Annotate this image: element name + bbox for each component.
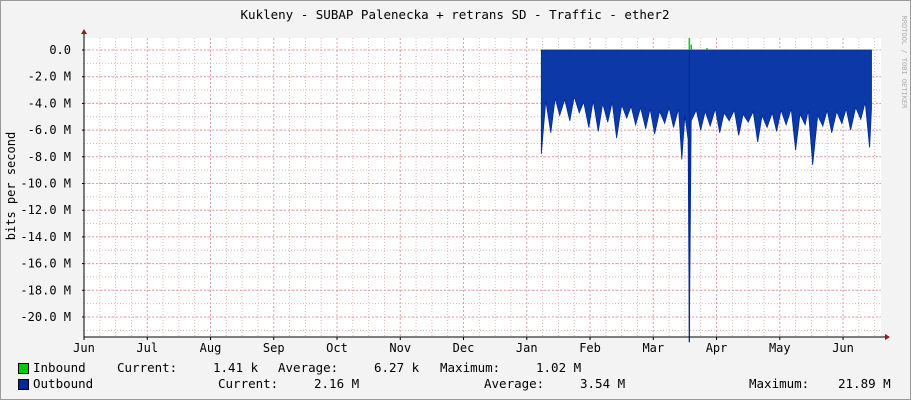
series-layer	[540, 38, 872, 343]
y-tick-label: -14.0 M	[20, 230, 71, 244]
y-tick-label: -20.0 M	[20, 310, 71, 324]
legend-outbound-name: Outbound	[33, 376, 94, 391]
y-tick-label: -4.0 M	[28, 96, 71, 110]
rrdtool-watermark: RRDTOOL / TOBI OETIKER	[900, 16, 908, 110]
legend-inbound-maximum: 1.02 M	[536, 360, 582, 375]
x-tick-label: Jan	[516, 341, 538, 355]
inbound-swatch	[18, 363, 29, 374]
y-tick-label: -12.0 M	[20, 203, 71, 217]
legend-inbound-current-label: Current:	[117, 360, 178, 375]
outbound-area	[540, 49, 872, 343]
y-tick-label: -10.0 M	[20, 176, 71, 190]
x-tick-label: Sep	[263, 341, 285, 355]
x-axis-arrow	[885, 334, 890, 340]
legend-inbound-maximum-label: Maximum:	[440, 360, 501, 375]
x-tick-label: Mar	[642, 341, 664, 355]
legend-inbound-name: Inbound	[33, 360, 86, 375]
outbound-swatch	[18, 379, 29, 390]
legend-inbound-average: 6.27 k	[374, 360, 420, 375]
legend-outbound-maximum-label: Maximum:	[749, 376, 810, 391]
legend-outbound-current: 2.16 M	[314, 376, 360, 391]
tick-labels: Jun Jul Aug Sep Oct Nov Dec Jan Feb Mar Apr May Jun 0…	[20, 43, 853, 355]
legend-outbound-current-label: Current:	[218, 376, 279, 391]
x-tick-label: Apr	[706, 341, 728, 355]
y-axis-label: bits per second	[4, 132, 18, 240]
axes	[81, 29, 890, 340]
x-tick-label: Jun	[832, 341, 854, 355]
x-tick-label: Jun	[73, 341, 95, 355]
legend-outbound-average-label: Average:	[484, 376, 545, 391]
x-tick-label: Nov	[389, 341, 411, 355]
y-tick-label: -18.0 M	[20, 283, 71, 297]
chart-title: Kukleny - SUBAP Palenecka + retrans SD -…	[241, 7, 670, 22]
y-tick-label: -6.0 M	[28, 123, 71, 137]
x-tick-label: May	[769, 341, 791, 355]
y-tick-label: -8.0 M	[28, 150, 71, 164]
y-tick-label: -2.0 M	[28, 70, 71, 84]
x-tick-label: Aug	[200, 341, 222, 355]
legend-outbound-maximum: 21.89 M	[838, 376, 891, 391]
x-tick-label: Oct	[326, 341, 348, 355]
x-tick-label: Dec	[453, 341, 475, 355]
x-tick-label: Jul	[136, 341, 158, 355]
y-tick-label: 0.0	[49, 43, 71, 57]
legend-outbound-average: 3.54 M	[580, 376, 626, 391]
grid	[83, 38, 881, 337]
y-tick-label: -16.0 M	[20, 257, 71, 271]
legend-inbound-current: 1.41 k	[213, 360, 259, 375]
legend-inbound-average-label: Average:	[278, 360, 339, 375]
x-tick-label: Feb	[579, 341, 601, 355]
y-axis-arrow	[81, 29, 87, 34]
